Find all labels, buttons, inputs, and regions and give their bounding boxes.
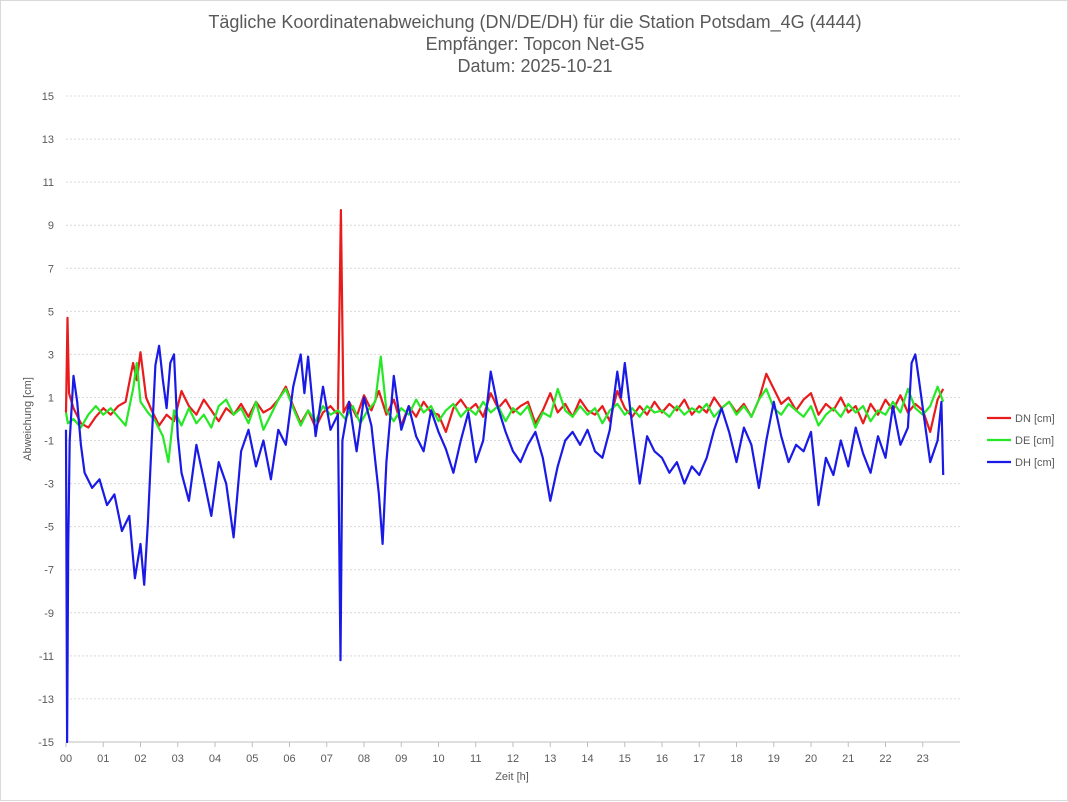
y-tick-label: 9 — [48, 220, 54, 232]
y-tick-label: -11 — [39, 651, 54, 663]
chart-subtitle-date: Datum: 2025-10-21 — [457, 56, 613, 76]
chart-title-block: Tägliche Koordinatenabweichung (DN/DE/DH… — [1, 11, 1068, 77]
y-tick-label: -15 — [38, 737, 54, 749]
y-tick-label: -3 — [44, 479, 54, 491]
x-tick-label: 11 — [470, 753, 481, 765]
x-tick-label: 02 — [134, 753, 146, 765]
y-tick-label: 13 — [42, 134, 54, 146]
x-tick-label: 06 — [283, 753, 295, 765]
x-tick-label: 05 — [246, 753, 258, 765]
x-tick-label: 22 — [879, 753, 891, 765]
x-tick-label: 14 — [581, 753, 593, 765]
x-tick-label: 21 — [842, 753, 854, 765]
x-tick-label: 07 — [321, 753, 333, 765]
x-tick-label: 10 — [432, 753, 444, 765]
x-tick-label: 23 — [917, 753, 929, 765]
chart-subtitle-receiver: Empfänger: Topcon Net-G5 — [425, 34, 645, 54]
y-tick-label: 7 — [48, 263, 54, 275]
y-axis-title: Abweichung [cm] — [22, 377, 34, 461]
legend-label-dh: DH [cm] — [1015, 457, 1055, 469]
y-tick-label: -5 — [44, 522, 54, 534]
x-tick-label: 03 — [172, 753, 184, 765]
x-tick-label: 00 — [60, 753, 72, 765]
x-tick-label: 19 — [768, 753, 780, 765]
y-tick-label: 1 — [48, 392, 54, 404]
x-tick-label: 16 — [656, 753, 668, 765]
legend-label-dn: DN [cm] — [1015, 413, 1055, 425]
y-tick-label: -13 — [38, 694, 54, 706]
x-tick-label: 13 — [544, 753, 556, 765]
x-tick-label: 18 — [730, 753, 742, 765]
x-tick-label: 09 — [395, 753, 407, 765]
x-tick-label: 01 — [97, 753, 109, 765]
x-tick-label: 08 — [358, 753, 370, 765]
chart-title: Tägliche Koordinatenabweichung (DN/DE/DH… — [208, 12, 862, 32]
x-tick-label: 15 — [619, 753, 631, 765]
y-tick-label: -7 — [44, 565, 54, 577]
y-tick-label: 15 — [42, 91, 54, 103]
y-tick-label: 3 — [48, 349, 54, 361]
legend-label-de: DE [cm] — [1015, 435, 1054, 447]
x-axis-title: Zeit [h] — [495, 771, 529, 783]
x-tick-label: 17 — [693, 753, 705, 765]
series-line-dn — [64, 209, 945, 433]
series-line-dh — [64, 344, 945, 744]
y-tick-label: -1 — [44, 436, 54, 448]
y-tick-label: -9 — [44, 608, 54, 620]
series-line-de — [64, 355, 945, 464]
y-tick-label: 11 — [43, 177, 54, 189]
legend: DN [cm] DE [cm] DH [cm] — [987, 413, 1055, 469]
x-tick-label: 20 — [805, 753, 817, 765]
x-tick-label: 12 — [507, 753, 519, 765]
y-tick-label: 5 — [48, 306, 54, 318]
x-tick-label: 04 — [209, 753, 221, 765]
data-series — [64, 209, 945, 744]
